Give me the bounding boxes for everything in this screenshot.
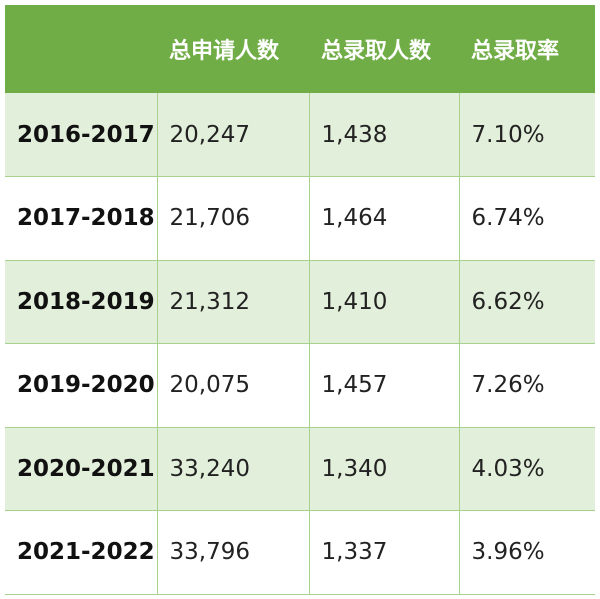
header-year: [5, 5, 157, 93]
admitted-cell: 1,457: [309, 343, 460, 428]
table-row: 2017-2018 21,706 1,464 6.74%: [5, 176, 595, 261]
rate-cell: 7.26%: [459, 343, 595, 428]
rate-cell: 4.03%: [459, 427, 595, 511]
admissions-table-container: 总申请人数 总录取人数 总录取率 2016-2017 20,247 1,438 …: [5, 5, 595, 595]
admitted-cell: 1,340: [309, 427, 460, 511]
admitted-cell: 1,337: [309, 510, 460, 595]
admissions-table: 总申请人数 总录取人数 总录取率 2016-2017 20,247 1,438 …: [5, 5, 595, 595]
year-cell: 2016-2017: [5, 93, 158, 177]
rate-cell: 6.62%: [459, 260, 595, 344]
applicants-cell: 20,247: [157, 93, 310, 177]
year-cell: 2020-2021: [5, 427, 158, 511]
year-cell: 2019-2020: [5, 343, 158, 428]
admitted-cell: 1,438: [309, 93, 460, 177]
applicants-cell: 33,796: [157, 510, 310, 595]
table-row: 2020-2021 33,240 1,340 4.03%: [5, 427, 595, 511]
applicants-cell: 21,706: [157, 176, 310, 261]
admitted-cell: 1,464: [309, 176, 460, 261]
table-row: 2016-2017 20,247 1,438 7.10%: [5, 93, 595, 177]
year-cell: 2018-2019: [5, 260, 158, 344]
rate-cell: 7.10%: [459, 93, 595, 177]
table-row: 2018-2019 21,312 1,410 6.62%: [5, 260, 595, 344]
admitted-cell: 1,410: [309, 260, 460, 344]
header-total-applicants: 总申请人数: [157, 5, 309, 93]
header-admission-rate: 总录取率: [459, 5, 595, 93]
table-header-row: 总申请人数 总录取人数 总录取率: [5, 5, 595, 93]
applicants-cell: 20,075: [157, 343, 310, 428]
table-row: 2019-2020 20,075 1,457 7.26%: [5, 343, 595, 428]
applicants-cell: 33,240: [157, 427, 310, 511]
rate-cell: 3.96%: [459, 510, 595, 595]
year-cell: 2021-2022: [5, 510, 158, 595]
table-row: 2021-2022 33,796 1,337 3.96%: [5, 510, 595, 595]
rate-cell: 6.74%: [459, 176, 595, 261]
year-cell: 2017-2018: [5, 176, 158, 261]
header-total-admitted: 总录取人数: [309, 5, 459, 93]
applicants-cell: 21,312: [157, 260, 310, 344]
